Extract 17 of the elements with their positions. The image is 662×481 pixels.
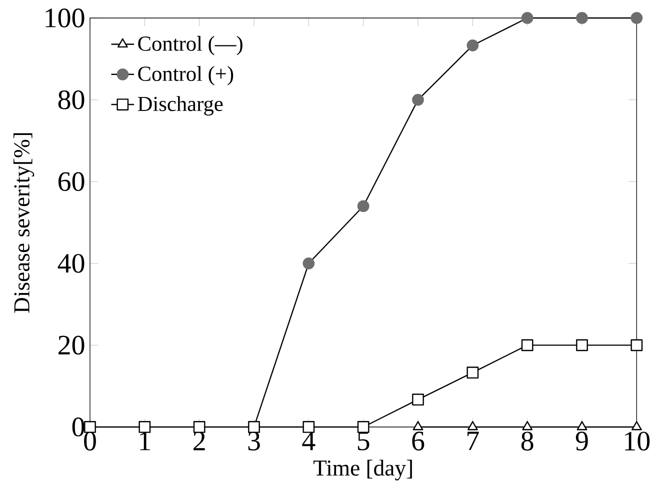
y-tick-label: 100	[46, 8, 84, 28]
x-tick-label: 10	[625, 432, 650, 451]
x-tick-label: 7	[468, 432, 479, 450]
legend-label: Control (—)	[138, 36, 242, 56]
y-tick-label: 80	[58, 90, 84, 110]
legend-label: Control (+)	[138, 66, 234, 86]
y-tick-label: 60	[58, 172, 84, 192]
x-tick-label: 4	[302, 432, 316, 450]
y-tick-label: 40	[58, 254, 84, 273]
legend-label: Discharge	[138, 96, 223, 116]
y-axis-title: Disease severity[%]	[14, 133, 34, 313]
x-tick-label: 1	[140, 432, 150, 450]
x-tick-label: 9	[576, 432, 588, 451]
y-tick-label: 20	[58, 336, 84, 355]
x-axis-title: Time [day]	[313, 460, 412, 480]
x-tick-label: 6	[412, 432, 424, 451]
x-tick-label: 8	[521, 432, 534, 451]
